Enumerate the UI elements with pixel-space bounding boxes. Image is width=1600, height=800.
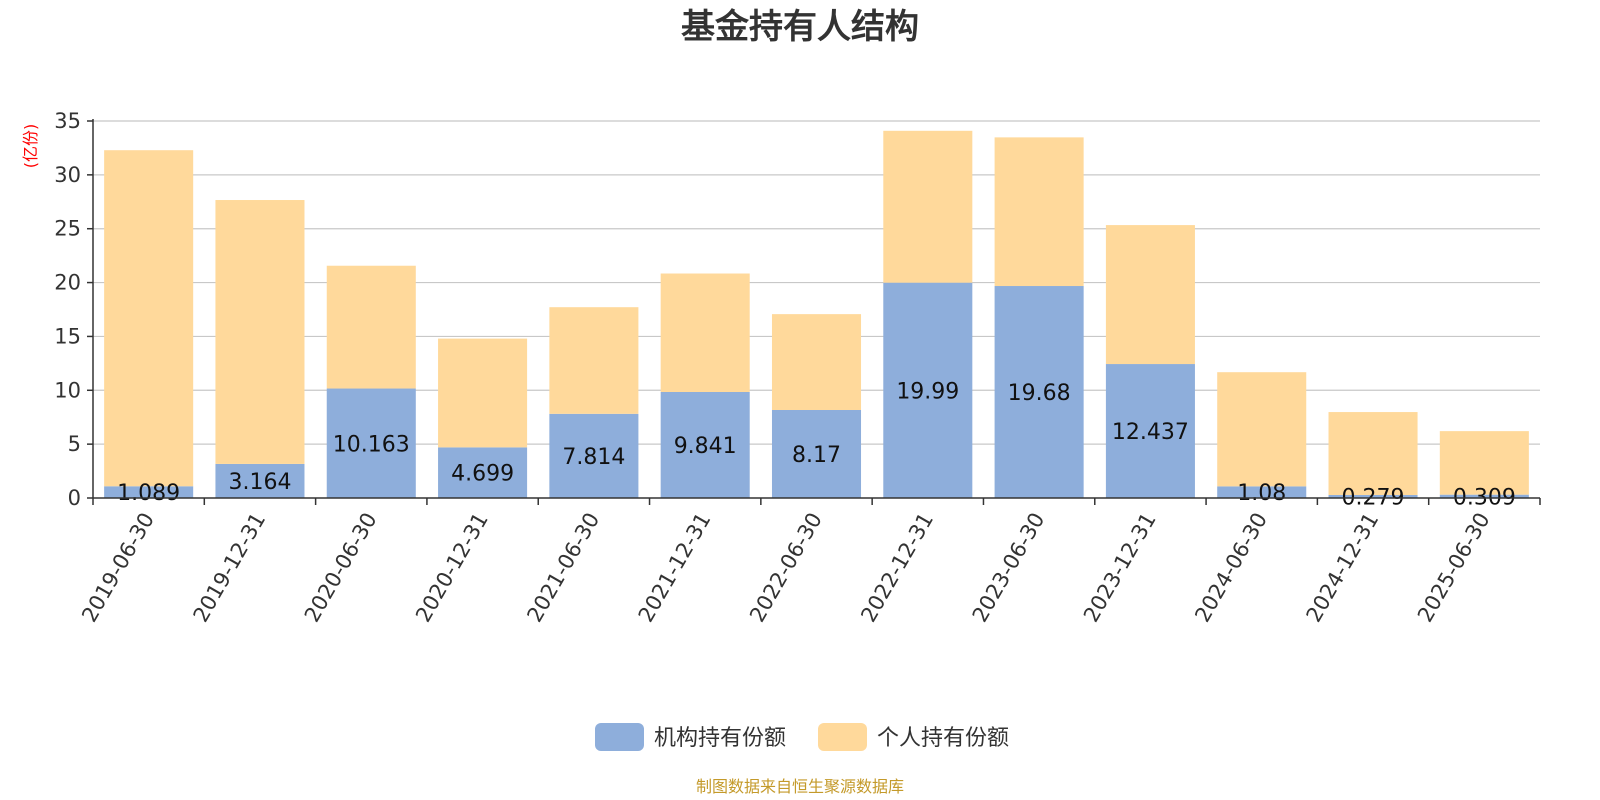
bar-institutional[interactable] — [1217, 486, 1307, 498]
legend-swatch — [595, 723, 644, 751]
x-tick-label: 2021-12-31 — [634, 509, 716, 627]
bar-value-label: 7.814 — [562, 445, 625, 470]
bar-institutional[interactable] — [549, 413, 639, 498]
legend-label: 机构持有份额 — [654, 726, 786, 751]
legend-label: 个人持有份额 — [877, 726, 1009, 751]
x-tick-label: 2021-06-30 — [522, 509, 604, 627]
bar-institutional[interactable] — [326, 388, 416, 498]
bar-individual[interactable] — [549, 307, 639, 414]
bar-individual[interactable] — [771, 314, 862, 410]
bar-value-label: 1.08 — [1237, 481, 1286, 506]
bar-individual[interactable] — [438, 338, 528, 448]
x-tick-label: 2023-06-30 — [968, 509, 1050, 627]
y-tick-label: 0 — [68, 486, 81, 510]
bar-institutional[interactable] — [660, 391, 750, 498]
y-tick-label: 10 — [54, 378, 81, 402]
bar-institutional[interactable] — [1328, 494, 1418, 498]
bar-institutional[interactable] — [994, 286, 1084, 498]
x-tick-label: 2025-06-30 — [1413, 509, 1495, 627]
chart-title: 基金持有人结构 — [681, 7, 919, 47]
x-tick-label: 2019-12-31 — [188, 509, 270, 627]
x-tick-label: 2024-12-31 — [1302, 509, 1384, 627]
y-tick-label: 30 — [54, 163, 81, 187]
bar-value-label: 4.699 — [451, 462, 514, 487]
y-tick-label: 15 — [54, 324, 81, 348]
x-tick-label: 2020-06-30 — [300, 509, 382, 627]
x-tick-label: 2024-06-30 — [1190, 509, 1272, 627]
y-axis-unit-label: (亿份) — [21, 124, 40, 169]
x-tick-label: 2022-06-30 — [745, 509, 827, 627]
bar-value-labels: 1.089 3.164 10.163 4.699 7.814 9.841 8.17 19.99… — [117, 379, 1516, 510]
bar-value-label: 3.164 — [228, 470, 291, 495]
x-tick-label: 2020-12-31 — [411, 509, 493, 627]
bar-value-label: 19.99 — [896, 379, 959, 404]
legend-item[interactable]: 机构持有份额 — [595, 723, 786, 751]
y-tick-label: 20 — [54, 271, 81, 295]
bar-institutional[interactable] — [1105, 364, 1195, 498]
bar-individual[interactable] — [1105, 225, 1195, 365]
bar-institutional[interactable] — [438, 447, 528, 498]
bar-value-label: 10.163 — [333, 432, 410, 457]
bar-institutional[interactable] — [104, 486, 194, 498]
bar-individual[interactable] — [104, 150, 194, 487]
bar-individual[interactable] — [1328, 412, 1418, 495]
bar-value-label: 9.841 — [674, 434, 737, 459]
x-tick-label: 2022-12-31 — [856, 509, 938, 627]
bar-institutional[interactable] — [771, 409, 862, 498]
bar-individual[interactable] — [326, 265, 416, 389]
y-tick-label: 5 — [68, 432, 81, 456]
bar-value-label: 1.089 — [117, 481, 180, 506]
bar-institutional[interactable] — [1439, 494, 1529, 498]
legend-item[interactable]: 个人持有份额 — [818, 723, 1009, 751]
y-tick-label: 35 — [54, 109, 81, 133]
data-source-note: 制图数据来自恒生聚源数据库 — [696, 777, 904, 796]
legend[interactable]: 机构持有份额 个人持有份额 — [595, 723, 1009, 751]
bar-individual[interactable] — [1217, 372, 1307, 487]
bar-institutional[interactable] — [883, 282, 973, 498]
bar-individual[interactable] — [994, 137, 1084, 287]
x-tick-label: 2019-06-30 — [77, 509, 159, 627]
bar-individual[interactable] — [883, 130, 973, 283]
bar-individual[interactable] — [1439, 431, 1529, 495]
bar-value-label: 8.17 — [792, 443, 841, 468]
bar-institutional[interactable] — [215, 463, 305, 498]
legend-swatch — [818, 723, 867, 751]
bar-value-label: 12.437 — [1112, 420, 1189, 445]
bar-individual[interactable] — [660, 273, 750, 392]
bars — [104, 130, 1529, 498]
x-tick-label: 2023-12-31 — [1079, 509, 1161, 627]
bar-value-label: 19.68 — [1008, 381, 1071, 406]
bar-individual[interactable] — [215, 200, 305, 464]
y-tick-label: 25 — [54, 217, 81, 241]
